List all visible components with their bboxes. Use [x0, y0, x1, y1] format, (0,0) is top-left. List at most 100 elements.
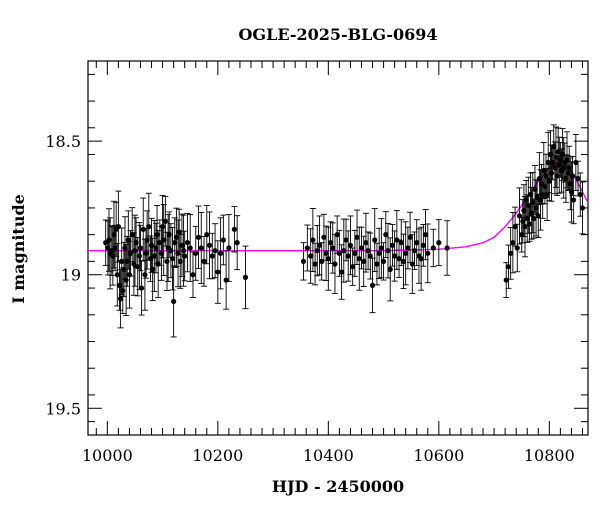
- data-point: [312, 261, 318, 267]
- y-tick-label: 19: [61, 266, 81, 285]
- data-point: [140, 226, 146, 232]
- data-point: [343, 237, 349, 243]
- data-point: [519, 232, 525, 238]
- data-point: [345, 253, 351, 259]
- data-point: [535, 213, 541, 219]
- data-point: [115, 224, 121, 230]
- data-point: [358, 245, 365, 251]
- data-point: [121, 266, 127, 272]
- data-point: [524, 216, 530, 222]
- data-point: [117, 296, 124, 302]
- data-point: [177, 258, 183, 264]
- data-point: [105, 245, 111, 251]
- data-point: [573, 159, 579, 166]
- data-point: [565, 170, 571, 176]
- data-point: [564, 157, 570, 163]
- data-point: [530, 199, 536, 206]
- x-tick-label: 10400: [303, 446, 354, 465]
- data-point: [171, 298, 177, 305]
- data-point: [341, 248, 347, 254]
- data-point: [372, 237, 378, 243]
- data-point: [571, 197, 577, 203]
- data-point: [148, 242, 155, 248]
- data-point: [143, 250, 149, 256]
- data-point: [514, 245, 520, 251]
- data-point: [356, 256, 362, 262]
- x-axis-label: HJD - 2450000: [272, 477, 404, 496]
- data-point: [204, 232, 210, 238]
- data-point: [436, 240, 442, 246]
- data-point: [316, 242, 323, 248]
- data-point: [347, 242, 354, 248]
- data-point: [308, 253, 314, 259]
- data-point: [365, 248, 371, 254]
- data-point: [111, 232, 117, 238]
- data-point: [120, 288, 126, 294]
- data-point: [234, 240, 240, 246]
- data-point: [561, 165, 567, 171]
- data-point: [420, 242, 426, 248]
- data-point: [547, 151, 554, 158]
- data-point: [394, 237, 400, 243]
- axis-ticks-layer: 10000 10200 10400 10600 10800 18.5 19 19.5: [45, 61, 588, 465]
- data-point: [146, 224, 152, 230]
- data-point: [385, 248, 391, 254]
- data-point: [525, 202, 531, 208]
- data-point: [516, 213, 523, 219]
- data-point: [321, 234, 327, 240]
- data-point: [520, 218, 526, 224]
- data-point: [300, 258, 307, 264]
- data-point: [374, 261, 380, 267]
- y-axis-label: I magnitude: [9, 194, 28, 304]
- data-point: [126, 272, 133, 278]
- data-point: [409, 261, 415, 267]
- data-point: [536, 175, 542, 182]
- data-point: [330, 245, 336, 251]
- data-point: [383, 232, 389, 238]
- data-point: [217, 250, 224, 256]
- data-point: [129, 232, 135, 238]
- data-point: [522, 224, 528, 230]
- data-point: [430, 245, 436, 251]
- data-point: [123, 277, 129, 283]
- data-point: [327, 240, 334, 246]
- data-point: [567, 181, 573, 187]
- data-point: [546, 178, 552, 184]
- data-point: [231, 226, 238, 232]
- data-point: [378, 245, 384, 251]
- data-point: [116, 282, 123, 288]
- data-point: [151, 253, 157, 259]
- data-point: [131, 261, 137, 267]
- data-point: [157, 240, 163, 246]
- plot-frame: [87, 60, 589, 436]
- data-point: [548, 170, 555, 176]
- data-point: [526, 221, 533, 227]
- data-point: [414, 240, 420, 246]
- data-point: [545, 159, 551, 166]
- data-point: [512, 224, 518, 230]
- data-point: [380, 258, 387, 264]
- data-point: [411, 248, 418, 254]
- data-point: [541, 167, 547, 174]
- data-point: [532, 186, 538, 192]
- data-point: [510, 240, 516, 246]
- data-point: [209, 253, 215, 259]
- data-point: [398, 240, 404, 246]
- data-point: [556, 162, 562, 168]
- data-point: [138, 285, 145, 291]
- data-point: [334, 232, 340, 238]
- data-point: [540, 191, 546, 198]
- data-point: [195, 234, 202, 240]
- data-point: [169, 256, 176, 262]
- data-point: [319, 258, 325, 264]
- data-point: [523, 197, 529, 203]
- data-point: [179, 242, 185, 248]
- data-point: [332, 261, 338, 267]
- data-point: [418, 256, 424, 262]
- data-point: [162, 218, 168, 224]
- data-point: [155, 261, 161, 267]
- data-point: [376, 250, 382, 256]
- data-point: [521, 208, 527, 214]
- y-tick-label: 19.5: [45, 399, 81, 418]
- data-point: [142, 272, 148, 278]
